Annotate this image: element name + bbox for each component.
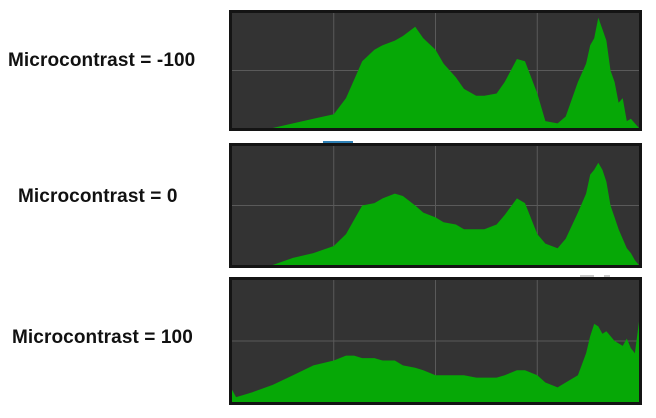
microcontrast-100-label: Microcontrast = 100 [12, 327, 193, 348]
histogram-panel-microcontrast-minus-100 [229, 10, 642, 131]
histogram-area [232, 162, 639, 265]
histogram-area [232, 17, 639, 129]
microcontrast-0-label: Microcontrast = 0 [18, 186, 178, 207]
histogram-area [232, 321, 639, 402]
ui-fragment [604, 275, 610, 278]
microcontrast-minus-100-label: Microcontrast = -100 [8, 50, 196, 71]
histogram-panel-microcontrast-100 [229, 277, 642, 405]
ui-fragment [580, 275, 594, 278]
histogram-panel-microcontrast-0 [229, 143, 642, 268]
